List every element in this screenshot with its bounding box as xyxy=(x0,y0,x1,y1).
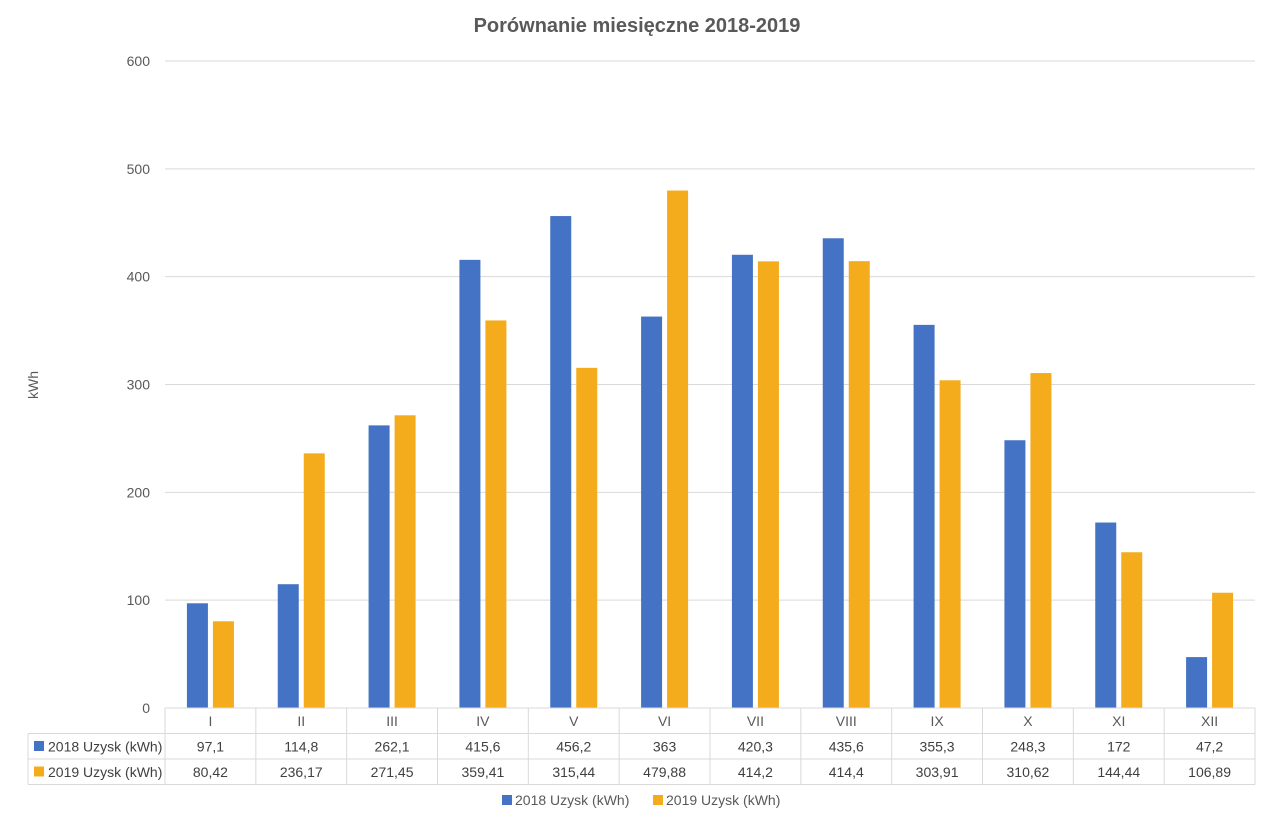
x-tick-label: XI xyxy=(1112,713,1125,729)
bar-2018-VI xyxy=(641,316,663,708)
bar-2018-I xyxy=(186,603,208,708)
legend-label: 2018 Uzysk (kWh) xyxy=(515,792,629,808)
bar-2019-IX xyxy=(939,380,961,708)
bar-2019-V xyxy=(576,367,598,708)
table-cell-value: 97,1 xyxy=(197,739,224,755)
legend: 2018 Uzysk (kWh) 2019 Uzysk (kWh) xyxy=(502,792,780,808)
bar-2018-II xyxy=(277,584,299,708)
table-cell-value: 355,3 xyxy=(920,739,955,755)
bar-2018-V xyxy=(550,216,572,708)
table-cell-value: 414,2 xyxy=(738,764,773,780)
table-cell-value: 262,1 xyxy=(375,739,410,755)
bar-2018-X xyxy=(1004,440,1026,708)
x-tick-label: VIII xyxy=(836,713,857,729)
legend-swatch xyxy=(502,795,512,805)
y-tick-label: 300 xyxy=(127,377,151,393)
table-cell-value: 315,44 xyxy=(552,764,595,780)
bar-2018-IX xyxy=(913,324,935,708)
table-cell-value: 114,8 xyxy=(284,739,318,755)
bar-2019-IV xyxy=(485,320,507,708)
table-cell-value: 144,44 xyxy=(1097,764,1140,780)
y-tick-label: 0 xyxy=(142,700,150,716)
bar-2018-VIII xyxy=(822,238,844,708)
table-cell-value: 80,42 xyxy=(193,764,228,780)
table-cell-value: 47,2 xyxy=(1196,739,1223,755)
table-cell-value: 310,62 xyxy=(1007,764,1050,780)
bar-2018-III xyxy=(368,425,390,708)
x-tick-label: II xyxy=(297,713,305,729)
table-cell-value: 172 xyxy=(1107,739,1131,755)
y-tick-label: 500 xyxy=(127,161,151,177)
table-cell-value: 435,6 xyxy=(829,739,864,755)
x-tick-label: XII xyxy=(1201,713,1218,729)
chart-title: Porównanie miesięczne 2018-2019 xyxy=(474,15,801,37)
y-axis-ticks: 0 100 200 300 400 500 600 xyxy=(127,53,151,716)
y-tick-label: 400 xyxy=(127,269,151,285)
table-cell-value: 363 xyxy=(653,739,677,755)
table-legend-key xyxy=(34,741,44,751)
bar-2018-XI xyxy=(1095,522,1117,708)
bar-2019-XI xyxy=(1121,552,1143,708)
table-legend-key xyxy=(34,766,44,777)
bar-2018-XII xyxy=(1186,657,1208,708)
bar-2019-I xyxy=(212,621,234,708)
x-tick-label: I xyxy=(208,713,212,729)
bar-2018-IV xyxy=(459,259,481,708)
table-cell-value: 303,91 xyxy=(916,764,959,780)
bar-2019-XII xyxy=(1212,592,1234,708)
bar-2018-VII xyxy=(731,254,753,709)
gridlines xyxy=(165,60,1255,601)
table-cell-value: 414,4 xyxy=(829,764,864,780)
table-cell-value: 359,41 xyxy=(462,764,505,780)
y-tick-label: 600 xyxy=(127,53,151,69)
x-tick-label: V xyxy=(569,713,579,729)
table-cell-value: 420,3 xyxy=(738,739,773,755)
table-cell-value: 271,45 xyxy=(371,764,414,780)
bar-2019-VIII xyxy=(848,261,870,708)
table-cell-value: 415,6 xyxy=(465,739,500,755)
y-tick-label: 200 xyxy=(127,484,151,500)
x-tick-label: IV xyxy=(476,713,490,729)
bar-2019-II xyxy=(303,453,325,708)
legend-swatch xyxy=(653,795,663,805)
legend-label: 2019 Uzysk (kWh) xyxy=(666,792,780,808)
bar-2019-VII xyxy=(757,261,779,708)
x-tick-label: VI xyxy=(658,713,671,729)
table-cell-value: 456,2 xyxy=(556,739,591,755)
table-cell-value: 236,17 xyxy=(280,764,323,780)
bar-2019-VI xyxy=(667,190,689,708)
table-series-label: 2019 Uzysk (kWh) xyxy=(48,764,162,780)
x-tick-label: VII xyxy=(747,713,764,729)
bar-2019-X xyxy=(1030,373,1052,708)
x-tick-label: IX xyxy=(930,713,944,729)
bar-2019-III xyxy=(394,415,416,708)
y-axis-label: kWh xyxy=(25,371,41,399)
x-tick-label: III xyxy=(386,713,398,729)
table-cell-value: 479,88 xyxy=(643,764,686,780)
bars xyxy=(186,190,1234,709)
table-cell-value: 248,3 xyxy=(1010,739,1045,755)
x-tick-label: X xyxy=(1023,713,1033,729)
table-cell-value: 106,89 xyxy=(1188,764,1231,780)
y-tick-label: 100 xyxy=(127,592,151,608)
table-series-label: 2018 Uzysk (kWh) xyxy=(48,739,162,755)
